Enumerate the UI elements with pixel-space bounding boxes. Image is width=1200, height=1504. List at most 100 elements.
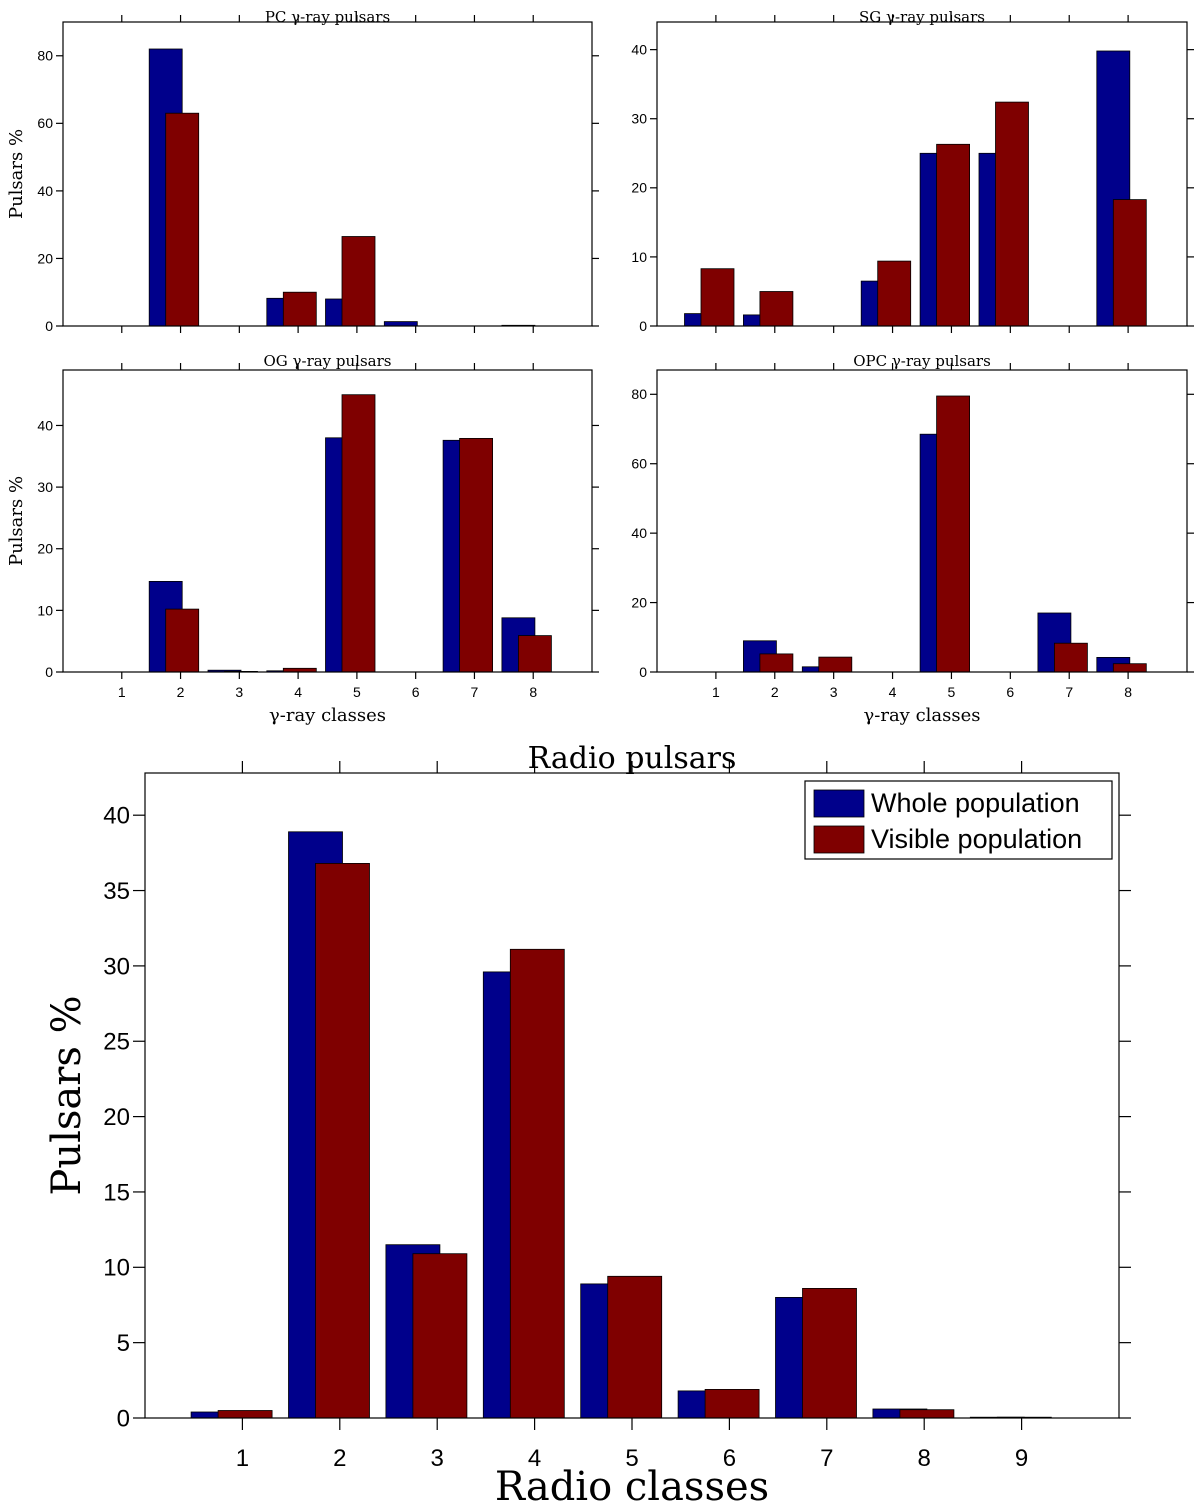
- y-tick-label: 20: [631, 180, 647, 196]
- chart-title: SG γ-ray pulsars: [859, 8, 985, 26]
- x-axis-label: γ-ray classes: [269, 705, 386, 726]
- chart-title: OPC γ-ray pulsars: [853, 352, 991, 370]
- bar-visible-class-3: [818, 656, 853, 673]
- x-tick-label: 3: [830, 684, 838, 700]
- x-tick-label: 4: [294, 684, 302, 700]
- bar-visible-class-5: [936, 143, 970, 327]
- x-tick-label: 1: [118, 684, 126, 700]
- x-tick-label: 7: [1065, 684, 1073, 700]
- y-tick-label: 5: [117, 1330, 130, 1357]
- x-tick-label: 8: [918, 1445, 931, 1472]
- x-tick-label: 1: [712, 684, 720, 700]
- y-tick-label: 30: [103, 953, 130, 980]
- chart-title: PC γ-ray pulsars: [265, 8, 390, 26]
- y-axis-label: Pulsars %: [6, 129, 27, 219]
- x-tick-label: 1: [236, 1445, 249, 1472]
- x-tick-label: 7: [820, 1445, 833, 1472]
- chart-sg: 0 10 20 30 40 SG γ-ray pulsars: [631, 8, 1194, 334]
- y-tick-label: 10: [37, 602, 53, 618]
- bar-visible-class-1: [700, 268, 735, 327]
- chart-title: OG γ-ray pulsars: [263, 352, 391, 370]
- x-tick-label: 6: [723, 1445, 736, 1472]
- y-tick-label: 80: [631, 386, 647, 402]
- y-tick-label: 0: [45, 318, 53, 334]
- chart-radio: 1 2 3 4 5 6 7 8 9 0 5 10 15 20 25 30 35 40 Radio pulsars Ra…: [44, 741, 1131, 1504]
- x-axis-label: Radio classes: [495, 1464, 769, 1504]
- bar-visible-class-6: [995, 101, 1029, 327]
- x-axis-label: γ-ray classes: [864, 705, 981, 726]
- x-tick-label: 4: [889, 684, 897, 700]
- chart-title: Radio pulsars: [528, 741, 737, 776]
- bar-visible-class-2: [165, 112, 200, 327]
- bar-visible-class-4: [877, 260, 912, 327]
- bar-visible-class-6: [704, 1389, 760, 1419]
- axes-frame: [62, 369, 593, 673]
- x-tick-label: 8: [1124, 684, 1132, 700]
- y-tick-label: 40: [37, 417, 53, 433]
- bar-visible-class-7: [802, 1288, 857, 1419]
- x-tick-label: 3: [431, 1445, 444, 1472]
- y-tick-label: 0: [639, 318, 647, 334]
- bar-visible-class-8: [1112, 663, 1147, 673]
- y-tick-label: 40: [103, 803, 130, 830]
- y-tick-label: 40: [631, 525, 647, 541]
- y-axis-label: Pulsars %: [6, 476, 27, 566]
- axes-frame: [62, 21, 593, 327]
- y-tick-label: 10: [631, 249, 647, 265]
- legend-label: Visible population: [871, 824, 1082, 854]
- y-tick-label: 60: [631, 456, 647, 472]
- bar-whole-class-6: [383, 321, 418, 327]
- y-tick-label: 35: [103, 878, 130, 905]
- x-tick-label: 5: [948, 684, 956, 700]
- bar-visible-class-5: [341, 236, 376, 327]
- y-tick-label: 40: [631, 42, 647, 58]
- y-tick-label: 20: [37, 250, 53, 266]
- x-tick-label: 6: [1006, 684, 1014, 700]
- x-tick-label: 2: [771, 684, 779, 700]
- y-tick-label: 20: [631, 594, 647, 610]
- y-tick-label: 60: [37, 115, 53, 131]
- y-tick-label: 20: [37, 541, 53, 557]
- x-tick-label: 2: [333, 1445, 346, 1472]
- x-tick-label: 2: [177, 684, 185, 700]
- bar-visible-class-7: [1054, 642, 1088, 673]
- y-tick-label: 0: [45, 664, 53, 680]
- bar-visible-class-2: [165, 608, 200, 673]
- bar-visible-class-5: [341, 394, 376, 673]
- y-axis-label: Pulsars %: [44, 995, 90, 1195]
- x-tick-label: 5: [625, 1445, 638, 1472]
- bar-visible-class-2: [759, 291, 794, 327]
- x-tick-label: 8: [529, 684, 537, 700]
- bar-visible-class-4: [282, 291, 317, 327]
- y-tick-label: 25: [103, 1029, 130, 1056]
- legend-label: Whole population: [871, 788, 1080, 818]
- x-tick-label: 9: [1015, 1445, 1028, 1472]
- legend-swatch-visible: [813, 825, 865, 854]
- bar-visible-class-5: [607, 1275, 663, 1419]
- y-tick-label: 0: [117, 1405, 130, 1432]
- bar-visible-class-7: [459, 437, 494, 673]
- legend-swatch-whole: [813, 789, 865, 818]
- x-tick-label: 6: [412, 684, 420, 700]
- axes-frame: [656, 21, 1188, 327]
- x-tick-label: 4: [528, 1445, 541, 1472]
- bar-visible-class-4: [509, 948, 565, 1419]
- x-tick-label: 5: [353, 684, 361, 700]
- y-tick-label: 30: [631, 111, 647, 127]
- legend: Whole population Visible population: [804, 780, 1113, 860]
- bar-visible-class-5: [936, 395, 970, 673]
- y-tick-label: 30: [37, 479, 53, 495]
- x-tick-label: 7: [471, 684, 479, 700]
- bar-visible-class-8: [518, 635, 552, 673]
- bar-visible-class-2: [759, 653, 794, 673]
- x-tick-label: 3: [235, 684, 243, 700]
- bar-visible-class-8: [899, 1409, 955, 1419]
- chart-pc: 0 20 40 60 80 PC γ-ray pulsars Pulsars %: [6, 8, 599, 334]
- bar-visible-class-1: [217, 1410, 273, 1419]
- y-tick-label: 15: [103, 1179, 130, 1206]
- y-tick-label: 0: [639, 664, 647, 680]
- bar-visible-class-2: [315, 863, 370, 1419]
- y-tick-label: 40: [37, 183, 53, 199]
